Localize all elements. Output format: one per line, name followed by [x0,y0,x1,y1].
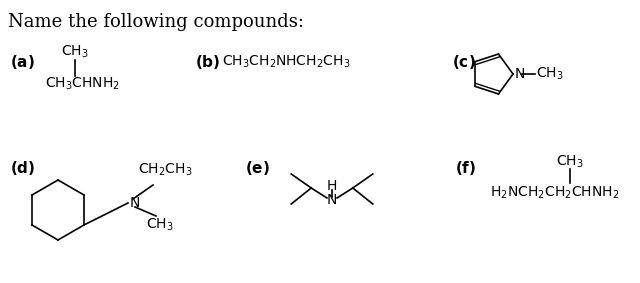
Text: $\mathbf{(a)}$: $\mathbf{(a)}$ [10,53,35,71]
Text: $\mathbf{(f)}$: $\mathbf{(f)}$ [455,159,476,177]
Text: $\mathrm{CH_3}$: $\mathrm{CH_3}$ [61,44,89,60]
Text: $\mathrm{CH_3}$: $\mathrm{CH_3}$ [536,66,564,82]
Text: $\mathbf{(c)}$: $\mathbf{(c)}$ [452,53,476,71]
Text: $\mathbf{(d)}$: $\mathbf{(d)}$ [10,159,35,177]
Text: $\mathrm{H_2NCH_2CH_2CHNH_2}$: $\mathrm{H_2NCH_2CH_2CHNH_2}$ [490,185,620,201]
Text: $\mathbf{(e)}$: $\mathbf{(e)}$ [245,159,270,177]
Text: $\mathrm{CH_3CH_2NHCH_2CH_3}$: $\mathrm{CH_3CH_2NHCH_2CH_3}$ [222,54,351,70]
Text: Name the following compounds:: Name the following compounds: [8,13,304,31]
Text: $\mathbf{(b)}$: $\mathbf{(b)}$ [195,53,221,71]
Text: $\mathrm{CH_2CH_3}$: $\mathrm{CH_2CH_3}$ [138,162,193,178]
Text: $\mathrm{CH_3CHNH_2}$: $\mathrm{CH_3CHNH_2}$ [45,76,120,92]
Text: $\mathrm{H}$: $\mathrm{H}$ [326,179,337,193]
Text: $\mathrm{CH_3}$: $\mathrm{CH_3}$ [556,154,584,170]
Text: $\mathrm{CH_3}$: $\mathrm{CH_3}$ [146,217,173,233]
Text: $\mathrm{N}$: $\mathrm{N}$ [514,67,525,81]
Text: $\mathrm{N}$: $\mathrm{N}$ [129,196,140,210]
Text: $\mathrm{N}$: $\mathrm{N}$ [326,193,337,207]
